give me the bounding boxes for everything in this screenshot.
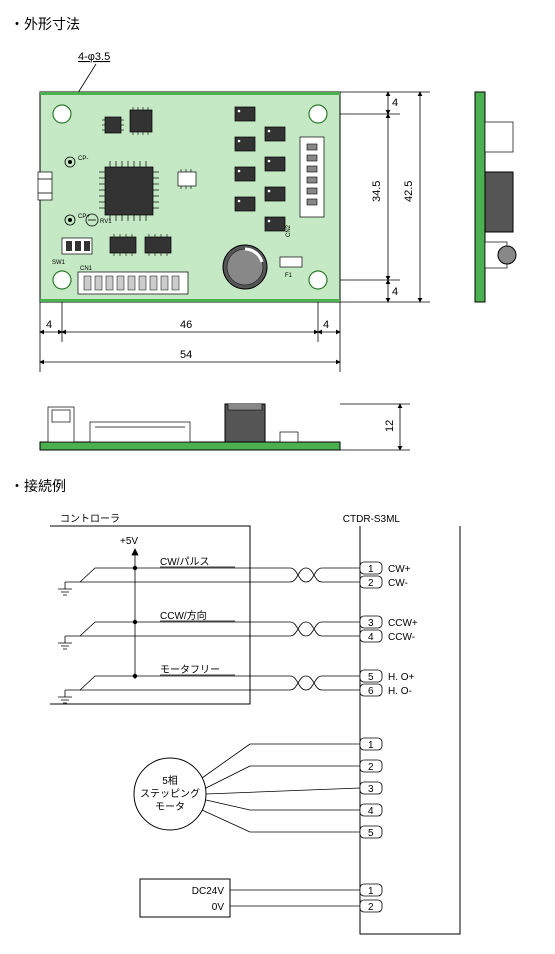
svg-text:+5V: +5V — [120, 536, 138, 547]
svg-text:H. O+: H. O+ — [388, 672, 415, 683]
svg-text:46: 46 — [180, 319, 192, 331]
svg-text:2: 2 — [368, 762, 374, 773]
svg-text:6: 6 — [368, 686, 374, 697]
svg-text:1: 1 — [368, 564, 374, 575]
svg-text:CN2: CN2 — [286, 224, 292, 237]
svg-text:54: 54 — [180, 349, 192, 361]
svg-text:4: 4 — [323, 319, 329, 331]
svg-text:4: 4 — [392, 97, 398, 109]
svg-text:モータフリー: モータフリー — [160, 664, 220, 676]
svg-text:2: 2 — [368, 902, 374, 913]
svg-text:42.5: 42.5 — [403, 181, 415, 202]
svg-text:コントローラ: コントローラ — [60, 513, 120, 525]
svg-text:5: 5 — [368, 828, 374, 839]
svg-text:12: 12 — [384, 420, 396, 432]
svg-text:SW1: SW1 — [52, 260, 66, 266]
svg-text:ステッピング: ステッピング — [140, 787, 200, 800]
svg-text:4: 4 — [368, 806, 374, 817]
signal-row-ccw: CCW/方向 3 CCW+ 4 CCW- — [58, 609, 418, 649]
svg-text:DC24V: DC24V — [192, 886, 225, 897]
svg-text:3: 3 — [368, 784, 374, 795]
svg-text:5相: 5相 — [162, 774, 178, 787]
svg-text:CTDR-S3ML: CTDR-S3ML — [343, 514, 401, 525]
pcb-side-view-right — [475, 92, 516, 302]
svg-text:4: 4 — [392, 286, 398, 298]
svg-text:モータ: モータ — [155, 801, 185, 813]
pcb-side-view-front — [40, 404, 340, 450]
dimensions-title: ・外形寸法 — [10, 14, 545, 34]
svg-text:CP-: CP- — [78, 156, 88, 162]
svg-text:5: 5 — [368, 672, 374, 683]
power-block: DC24V 0V 1 2 — [140, 879, 382, 917]
svg-text:CCW-: CCW- — [388, 632, 415, 643]
dimensions-drawing: 4-φ3.5 CP- CP+ — [10, 42, 545, 472]
svg-text:CCW+: CCW+ — [388, 618, 418, 629]
svg-text:1: 1 — [368, 886, 374, 897]
svg-text:CCW/方向: CCW/方向 — [160, 609, 207, 622]
svg-text:F1: F1 — [285, 273, 293, 279]
svg-text:CW/パルス: CW/パルス — [160, 556, 209, 568]
svg-text:3: 3 — [368, 618, 374, 629]
signal-row-free: モータフリー 5 H. O+ 6 H. O- — [58, 664, 415, 703]
pcb-top-view: CP- CP+ RV1 — [38, 92, 340, 302]
svg-text:CW+: CW+ — [388, 564, 411, 575]
svg-text:4: 4 — [368, 632, 374, 643]
svg-text:CN1: CN1 — [80, 266, 93, 272]
svg-text:0V: 0V — [212, 902, 225, 913]
svg-text:4: 4 — [46, 319, 52, 331]
connection-drawing: コントローラ +5V CTDR-S3ML CW/パルス 1 CW+ 2 CW- — [10, 504, 545, 944]
svg-text:1: 1 — [368, 740, 374, 751]
svg-text:CW-: CW- — [388, 578, 408, 589]
svg-text:34.5: 34.5 — [371, 181, 383, 202]
hole-callout-text: 4-φ3.5 — [78, 51, 110, 63]
connection-title: ・接続例 — [10, 476, 545, 496]
svg-text:H. O-: H. O- — [388, 686, 412, 697]
svg-text:RV1: RV1 — [100, 219, 112, 225]
svg-text:2: 2 — [368, 578, 374, 589]
motor-block: 5相 ステッピング モータ 1 2 3 4 5 — [134, 738, 382, 839]
signal-row-cw: CW/パルス 1 CW+ 2 CW- — [58, 556, 411, 595]
